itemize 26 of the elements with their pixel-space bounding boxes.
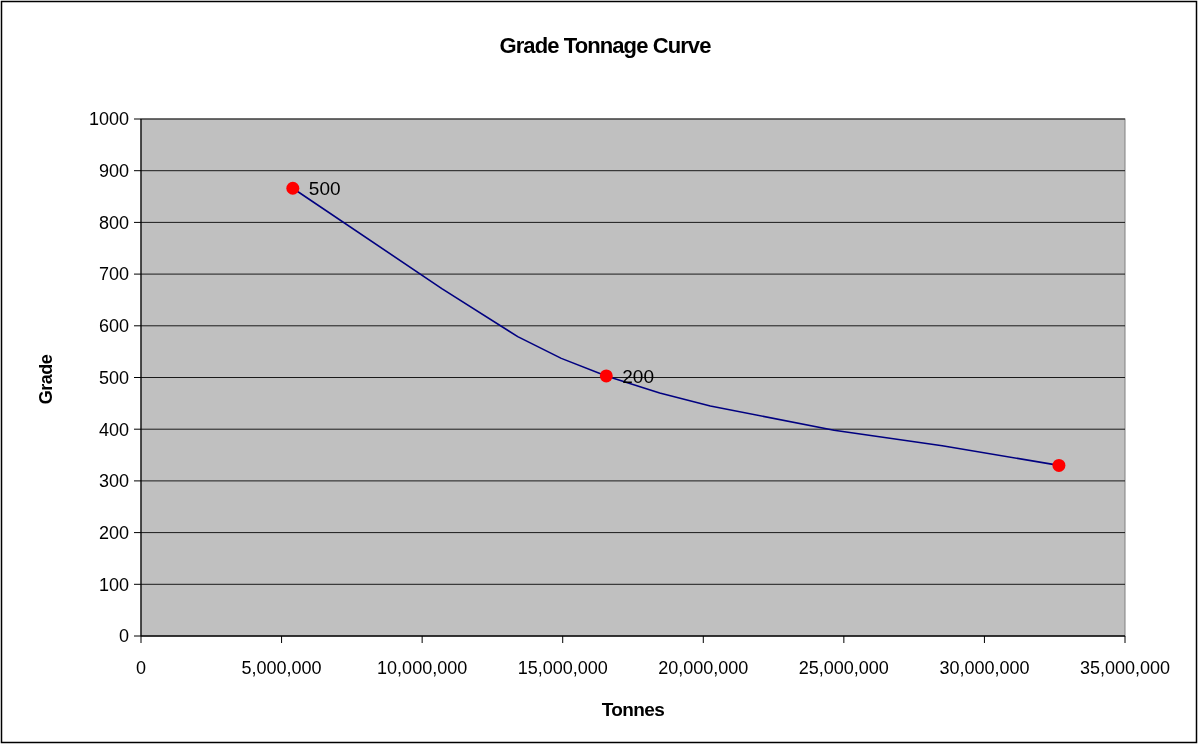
y-tick-label: 100 bbox=[98, 574, 129, 595]
x-tick-label: 15,000,000 bbox=[517, 658, 608, 678]
x-axis-title: Tonnes bbox=[601, 699, 665, 720]
y-tick-label: 400 bbox=[98, 419, 129, 440]
y-tick-label: 500 bbox=[98, 367, 129, 388]
x-tick-label: 10,000,000 bbox=[377, 658, 468, 678]
y-tick-label: 0 bbox=[118, 626, 129, 647]
y-tick-label: 800 bbox=[98, 212, 129, 233]
point bbox=[286, 181, 300, 195]
y-tick-label: 200 bbox=[98, 522, 129, 543]
x-tick-label: 35,000,000 bbox=[1079, 658, 1171, 678]
x-tick-label: 20,000,000 bbox=[658, 658, 749, 678]
y-tick-label: 1000 bbox=[88, 109, 129, 130]
x-tick-label: 25,000,000 bbox=[798, 658, 889, 678]
y-tick-label: 600 bbox=[98, 316, 129, 337]
y-tick-label: 300 bbox=[98, 471, 129, 492]
chart-title: Grade Tonnage Curve bbox=[499, 33, 712, 58]
annotation: 500 bbox=[308, 177, 341, 199]
x-tick-label: 0 bbox=[135, 658, 147, 678]
x-tick-label: 5,000,000 bbox=[241, 658, 322, 678]
y-tick-label: 900 bbox=[98, 161, 129, 181]
x-tick-label: 30,000,000 bbox=[939, 658, 1030, 678]
point bbox=[599, 369, 613, 383]
point bbox=[1052, 458, 1066, 472]
y-tick-label: 700 bbox=[98, 264, 129, 285]
y-axis-title: Grade bbox=[36, 354, 56, 405]
